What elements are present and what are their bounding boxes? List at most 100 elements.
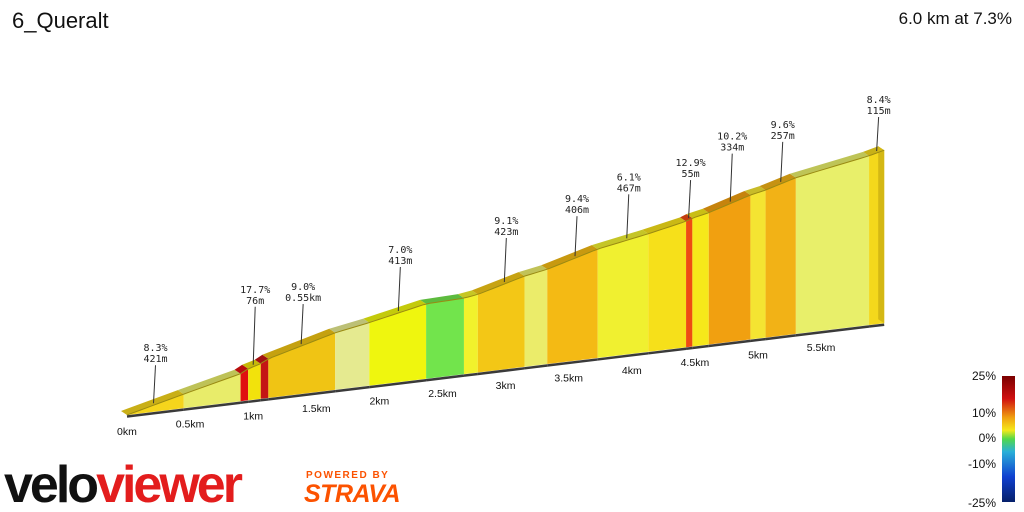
annotation-line-0 (153, 365, 157, 404)
ground-strip-14 (648, 347, 687, 355)
segment-face-15 (686, 218, 693, 348)
segment-face-20 (795, 155, 870, 334)
annotation-length-0: 421m (143, 354, 167, 365)
ground-strip-6 (335, 385, 370, 393)
x-tick-label-8: 4km (622, 365, 642, 377)
annotation-length-10: 115m (867, 106, 891, 117)
strava-logo: POWERED BY STRAVA (304, 470, 401, 508)
ground-strip-17 (708, 339, 751, 348)
segment-face-14 (648, 221, 687, 352)
segment-face-7 (369, 303, 427, 386)
scale-label-0: 0% (979, 431, 997, 445)
x-tick-label-10: 5km (748, 350, 768, 362)
annotation-line-5 (574, 216, 578, 257)
profile-top-edge (126, 149, 885, 416)
segment-face-8 (426, 298, 464, 379)
segment-top-18 (744, 186, 766, 196)
segment-top-12 (541, 245, 598, 270)
annotation-length-2: 0.55km (285, 293, 321, 304)
annotation-line-9 (780, 141, 784, 182)
annotation-grade-9: 9.6% (771, 120, 795, 131)
x-tick-label-0: 0km (117, 426, 137, 438)
svg-text:veloviewer: veloviewer (4, 456, 243, 512)
ground-strip-12 (547, 358, 598, 367)
powered-by-text: POWERED BY (306, 470, 389, 481)
segment-top-8 (420, 294, 464, 304)
segment-face-18 (750, 190, 766, 340)
x-tick-label-1: 0.5km (176, 418, 205, 430)
segment-top-14 (642, 217, 687, 234)
segment-face-19 (765, 177, 796, 338)
segment-top-11 (518, 265, 548, 277)
segment-face-3 (248, 363, 261, 401)
ground-strip-21 (868, 323, 885, 328)
annotation-grade-7: 12.9% (676, 158, 706, 169)
ground-strip-8 (425, 374, 465, 382)
ground-strip-2 (240, 400, 249, 404)
annotation-length-9: 257m (771, 131, 795, 142)
veloviewer-logo: veloviewer (4, 456, 246, 512)
segment-top-17 (702, 191, 751, 213)
segment-top-10 (471, 272, 525, 295)
annotation-length-8: 334m (720, 143, 744, 154)
scale-label-top: 25% (972, 369, 996, 383)
x-tick-label-3: 1.5km (302, 403, 331, 415)
ground-strip-20 (795, 325, 870, 337)
annotation-line-1 (252, 306, 256, 365)
ground-strip-13 (597, 352, 649, 361)
annotation-length-3: 413m (388, 256, 412, 267)
profile-segments (121, 146, 885, 418)
segment-top-0 (121, 390, 184, 415)
x-tick-label-2: 1km (243, 411, 263, 423)
annotation-grade-8: 10.2% (717, 132, 747, 143)
annotation-length-4: 423m (494, 227, 518, 238)
annotation-grade-5: 9.4% (565, 194, 589, 205)
segment-face-13 (597, 233, 649, 358)
annotation-grade-3: 7.0% (388, 245, 412, 256)
logo-viewer: viewer (96, 456, 243, 512)
segment-face-9 (463, 294, 478, 375)
annotation-grade-10: 8.4% (867, 95, 891, 106)
ground-strip-1 (183, 401, 241, 411)
segment-face-10 (477, 276, 525, 373)
scale-label-10: 10% (972, 406, 996, 420)
annotation-line-6 (626, 194, 630, 239)
segment-top-1 (177, 369, 241, 395)
chart-title: 6_Queralt (12, 8, 109, 33)
scale-label-bottom: -25% (968, 496, 996, 510)
segment-top-13 (591, 229, 649, 250)
ground-strip-11 (524, 364, 548, 370)
segment-face-4 (260, 358, 269, 399)
annotation-length-7: 55m (682, 169, 700, 180)
annotation-grade-1: 17.7% (240, 285, 270, 296)
annotation-length-6: 467m (617, 183, 641, 194)
ground-strip-5 (268, 390, 336, 401)
annotation-grade-6: 6.1% (617, 172, 641, 183)
segment-face-17 (708, 195, 751, 345)
segment-top-20 (789, 151, 870, 178)
strava-wordmark: STRAVA (304, 480, 400, 508)
segment-top-16 (686, 208, 709, 219)
segment-face-6 (335, 322, 370, 390)
annotation-grade-0: 8.3% (143, 343, 167, 354)
annotation-length-5: 406m (565, 205, 589, 216)
segment-top-2 (234, 364, 249, 374)
ground-strip-9 (463, 372, 478, 377)
segment-top-3 (242, 359, 261, 369)
segment-top-4 (254, 354, 269, 364)
profile-outline (126, 149, 885, 416)
segment-face-11 (524, 269, 548, 367)
color-scale-legend: 25% 10% 0% -10% -25% (968, 369, 1015, 510)
profile-end-cap (878, 146, 885, 324)
ground-strip-3 (248, 399, 261, 404)
annotation-grade-4: 9.1% (494, 216, 518, 227)
climb-summary: 6.0 km at 7.3% (898, 9, 1012, 28)
ground-strip-16 (692, 344, 709, 350)
ground-strip-7 (369, 378, 427, 389)
ground-strip-0 (126, 408, 184, 418)
annotation-line-10 (876, 116, 880, 152)
segment-face-16 (692, 212, 709, 347)
x-axis-ticks: 0km 0.5km 1km 1.5km 2km 2.5km 3km 3.5km 4km 4.5km… (117, 342, 836, 438)
ground-strip-18 (750, 337, 766, 343)
